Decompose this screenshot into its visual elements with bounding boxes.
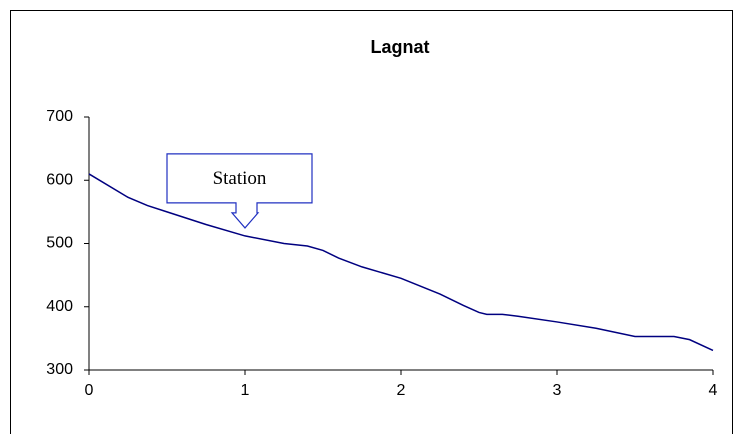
x-tick-label: 1: [241, 382, 250, 399]
y-tick-label: 500: [46, 235, 73, 252]
annotation: Station: [213, 168, 267, 189]
y-tick-label: 600: [46, 171, 73, 188]
x-tick-label: 3: [553, 382, 562, 399]
chart-title: Lagnat: [370, 37, 429, 57]
y-tick-label: 700: [46, 108, 73, 125]
line-series: [88, 173, 714, 352]
x-tick-label: 0: [85, 382, 94, 399]
x-tick-label: 4: [709, 382, 718, 399]
y-tick-label: 400: [46, 298, 73, 315]
x-tick-label: 2: [397, 382, 406, 399]
y-tick-label: 300: [46, 361, 73, 378]
callout: [166, 153, 313, 229]
chart-frame: [10, 10, 733, 434]
